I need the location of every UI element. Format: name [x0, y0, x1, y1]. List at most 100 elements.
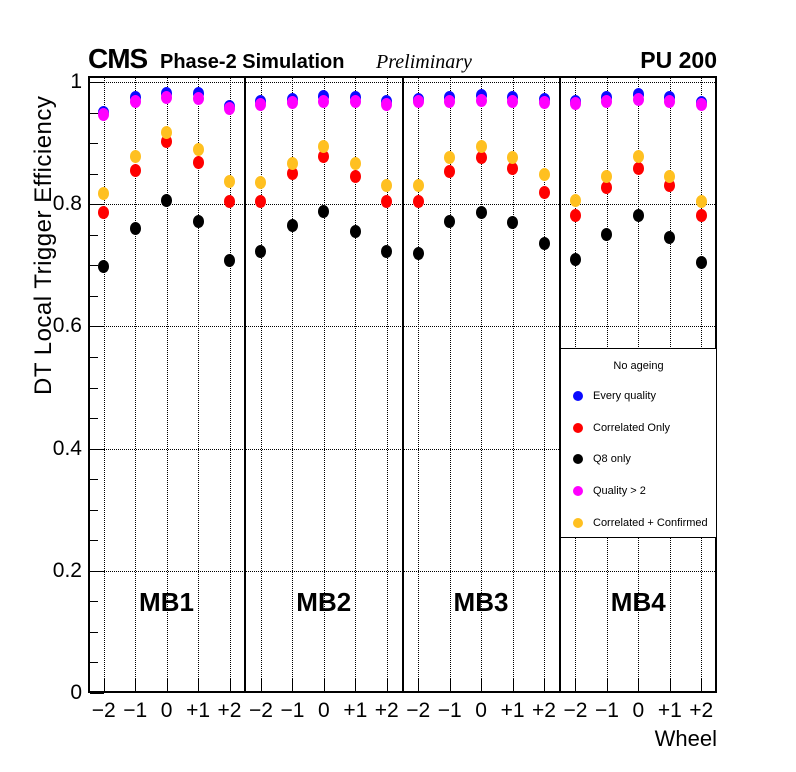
x-tick — [355, 679, 357, 691]
x-tick-label: −2 — [406, 699, 431, 722]
legend-marker-icon — [573, 454, 583, 465]
data-point-MB4-w+2 — [695, 256, 707, 270]
y-minor-tick — [90, 479, 98, 481]
data-point-MB1-w0 — [161, 91, 173, 105]
data-point-MB2-w-1 — [286, 166, 298, 180]
wheel-gridline — [166, 78, 168, 691]
x-tick-label: −2 — [563, 699, 588, 722]
data-point-MB3-w-2 — [412, 246, 424, 260]
x-tick-label: −1 — [437, 699, 462, 722]
x-tick — [481, 679, 483, 691]
y-minor-tick — [90, 143, 98, 145]
data-point-MB4-w0 — [632, 149, 644, 163]
wheel-gridline — [418, 78, 420, 691]
x-tick-label: 0 — [632, 699, 645, 722]
data-point-MB2-w-1 — [286, 218, 298, 232]
data-point-MB3-w-1 — [444, 151, 456, 165]
data-point-MB2-w+2 — [381, 245, 393, 259]
data-point-MB4-w-1 — [601, 94, 613, 108]
legend-entry-label: Quality > 2 — [593, 485, 646, 498]
wheel-gridline — [323, 78, 325, 691]
legend-entry-label: Correlated Only — [593, 421, 671, 434]
phase2-simulation-label: Phase-2 Simulation — [160, 51, 345, 73]
x-tick — [103, 679, 105, 691]
data-point-MB2-w-1 — [286, 156, 298, 170]
x-tick — [229, 679, 231, 691]
y-major-tick — [90, 82, 104, 84]
x-tick-label: −1 — [594, 699, 619, 722]
x-tick-label: +2 — [217, 699, 242, 722]
station-label: MB3 — [453, 587, 509, 617]
y-major-tick — [90, 570, 104, 572]
wheel-gridline — [355, 78, 357, 691]
data-point-MB4-w+1 — [664, 94, 676, 108]
data-point-MB1-w-1 — [129, 163, 141, 177]
x-tick — [606, 679, 608, 691]
data-point-MB4-w+1 — [664, 179, 676, 193]
legend-marker-icon — [573, 517, 583, 528]
data-point-MB4-w0 — [632, 93, 644, 107]
data-point-MB3-w+1 — [507, 150, 519, 164]
data-point-MB3-w-1 — [444, 94, 456, 108]
data-point-MB3-w+1 — [507, 94, 519, 108]
legend-entry: Every quality — [561, 386, 716, 406]
data-point-MB4-w+1 — [664, 169, 676, 183]
y-major-tick — [90, 326, 104, 328]
cms-logo-text: CMS — [88, 43, 148, 74]
legend-marker-icon — [573, 422, 583, 433]
wheel-gridline — [260, 78, 262, 691]
data-point-MB2-w+1 — [349, 224, 361, 238]
data-point-MB4-w+2 — [695, 98, 707, 112]
data-point-MB1-w+2 — [224, 253, 236, 267]
data-point-MB4-w-1 — [601, 169, 613, 183]
x-tick — [386, 679, 388, 691]
x-tick — [512, 679, 514, 691]
data-point-MB3-w+2 — [538, 185, 550, 199]
wheel-gridline — [481, 78, 483, 691]
wheel-gridline — [103, 78, 105, 691]
wheel-gridline — [229, 78, 231, 691]
legend-entry: Q8 only — [561, 449, 716, 469]
x-tick-label: −1 — [123, 699, 148, 722]
data-point-MB4-w-1 — [601, 228, 613, 242]
x-tick-label: 0 — [318, 699, 330, 722]
wheel-gridline — [544, 78, 546, 691]
data-point-MB3-w-2 — [412, 95, 424, 109]
data-point-MB2-w+1 — [349, 169, 361, 183]
data-point-MB3-w0 — [475, 150, 487, 164]
x-tick — [323, 679, 325, 691]
x-tick-label: +1 — [500, 699, 525, 722]
station-label: MB4 — [610, 587, 666, 617]
y-tick-label: 1 — [70, 70, 82, 94]
y-minor-tick — [90, 357, 98, 358]
data-point-MB1-w+2 — [224, 194, 236, 208]
data-point-MB3-w+1 — [507, 161, 519, 175]
y-minor-tick — [90, 540, 98, 542]
y-tick-label: 0.6 — [52, 314, 82, 338]
data-point-MB2-w0 — [318, 204, 330, 218]
y-minor-tick — [90, 173, 98, 175]
y-minor-tick — [90, 601, 98, 603]
data-point-MB2-w+1 — [349, 95, 361, 109]
data-point-MB1-w-2 — [98, 205, 110, 219]
station-divider — [558, 78, 561, 691]
wheel-gridline — [386, 78, 388, 691]
data-point-MB2-w-2 — [255, 244, 267, 258]
data-point-MB3-w+2 — [538, 167, 550, 181]
data-point-MB2-w0 — [318, 94, 330, 108]
legend-entry: Correlated Only — [561, 418, 716, 438]
y-minor-tick — [90, 418, 98, 420]
legend-entry-label: Every quality — [593, 390, 656, 402]
x-tick — [575, 679, 577, 691]
y-tick-label: 0.2 — [52, 558, 82, 582]
data-point-MB1-w+2 — [224, 174, 236, 188]
data-point-MB1-w-2 — [98, 186, 110, 200]
station-label: MB1 — [139, 587, 194, 617]
data-point-MB1-w+1 — [192, 142, 204, 156]
x-tick-label: −2 — [248, 699, 273, 722]
data-point-MB2-w+1 — [349, 156, 361, 170]
data-point-MB2-w0 — [318, 140, 330, 154]
y-minor-tick — [90, 234, 98, 236]
wheel-gridline — [135, 78, 137, 691]
